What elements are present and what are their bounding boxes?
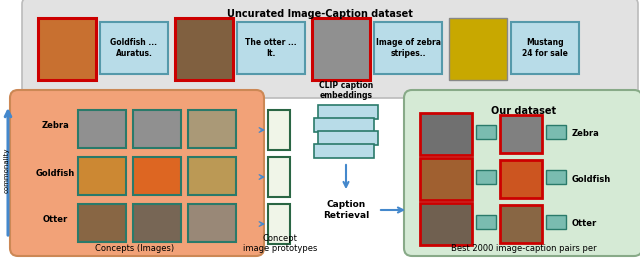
Bar: [312, 18, 370, 80]
Bar: [500, 160, 542, 198]
Bar: [133, 204, 181, 242]
FancyBboxPatch shape: [314, 144, 374, 158]
Bar: [133, 157, 181, 195]
Bar: [38, 18, 96, 80]
Bar: [133, 110, 181, 148]
FancyBboxPatch shape: [318, 131, 378, 145]
Bar: [38, 18, 96, 80]
FancyBboxPatch shape: [10, 90, 264, 256]
Bar: [188, 110, 236, 148]
Text: Caption
Retrieval: Caption Retrieval: [323, 200, 369, 220]
Bar: [133, 110, 181, 148]
Text: Sorted based on
commonality: Sorted based on commonality: [0, 141, 10, 198]
Bar: [188, 110, 236, 148]
Text: Otter: Otter: [42, 215, 68, 225]
Bar: [133, 204, 181, 242]
Text: CLIP caption
embeddings: CLIP caption embeddings: [319, 81, 373, 100]
FancyBboxPatch shape: [268, 157, 290, 197]
FancyBboxPatch shape: [404, 90, 640, 256]
Bar: [449, 18, 507, 80]
FancyBboxPatch shape: [268, 204, 290, 244]
Text: Goldfish: Goldfish: [35, 169, 75, 177]
FancyBboxPatch shape: [374, 22, 442, 74]
FancyBboxPatch shape: [318, 105, 378, 119]
Bar: [188, 157, 236, 195]
Bar: [312, 18, 370, 80]
Bar: [78, 110, 126, 148]
Bar: [500, 160, 542, 198]
Text: Goldfish: Goldfish: [572, 175, 611, 183]
FancyBboxPatch shape: [476, 125, 496, 139]
Bar: [78, 157, 126, 195]
Bar: [449, 18, 507, 80]
Bar: [500, 205, 542, 243]
Bar: [500, 115, 542, 153]
Bar: [188, 204, 236, 242]
FancyBboxPatch shape: [22, 0, 638, 98]
Text: Best 2000 image-caption pairs per: Best 2000 image-caption pairs per: [451, 244, 597, 253]
Bar: [78, 204, 126, 242]
Bar: [420, 158, 472, 200]
Text: The otter ...
It.: The otter ... It.: [245, 38, 297, 58]
Bar: [188, 204, 236, 242]
Bar: [420, 158, 472, 200]
FancyBboxPatch shape: [237, 22, 305, 74]
Bar: [500, 205, 542, 243]
Text: Zebra: Zebra: [572, 130, 600, 139]
Text: Image of zebra
stripes..: Image of zebra stripes..: [376, 38, 440, 58]
Bar: [78, 204, 126, 242]
Bar: [420, 113, 472, 155]
Text: Goldfish ...
Auratus.: Goldfish ... Auratus.: [111, 38, 157, 58]
FancyBboxPatch shape: [476, 215, 496, 229]
Bar: [420, 203, 472, 245]
Bar: [500, 115, 542, 153]
Text: Our dataset: Our dataset: [492, 106, 557, 116]
FancyBboxPatch shape: [511, 22, 579, 74]
Text: Otter: Otter: [572, 219, 597, 228]
FancyBboxPatch shape: [100, 22, 168, 74]
Text: Uncurated Image-Caption dataset: Uncurated Image-Caption dataset: [227, 9, 413, 19]
Bar: [175, 18, 233, 80]
Text: Concepts (Images): Concepts (Images): [95, 244, 175, 253]
FancyBboxPatch shape: [546, 215, 566, 229]
Bar: [78, 110, 126, 148]
Text: Zebra: Zebra: [41, 121, 69, 131]
Text: Concept
image prototypes: Concept image prototypes: [243, 234, 317, 253]
FancyBboxPatch shape: [546, 170, 566, 184]
Bar: [420, 203, 472, 245]
Bar: [133, 157, 181, 195]
Text: Mustang
24 for sale: Mustang 24 for sale: [522, 38, 568, 58]
Bar: [188, 157, 236, 195]
Bar: [175, 18, 233, 80]
FancyBboxPatch shape: [314, 118, 374, 132]
FancyBboxPatch shape: [476, 170, 496, 184]
FancyBboxPatch shape: [268, 110, 290, 150]
Bar: [420, 113, 472, 155]
Bar: [78, 157, 126, 195]
FancyBboxPatch shape: [546, 125, 566, 139]
